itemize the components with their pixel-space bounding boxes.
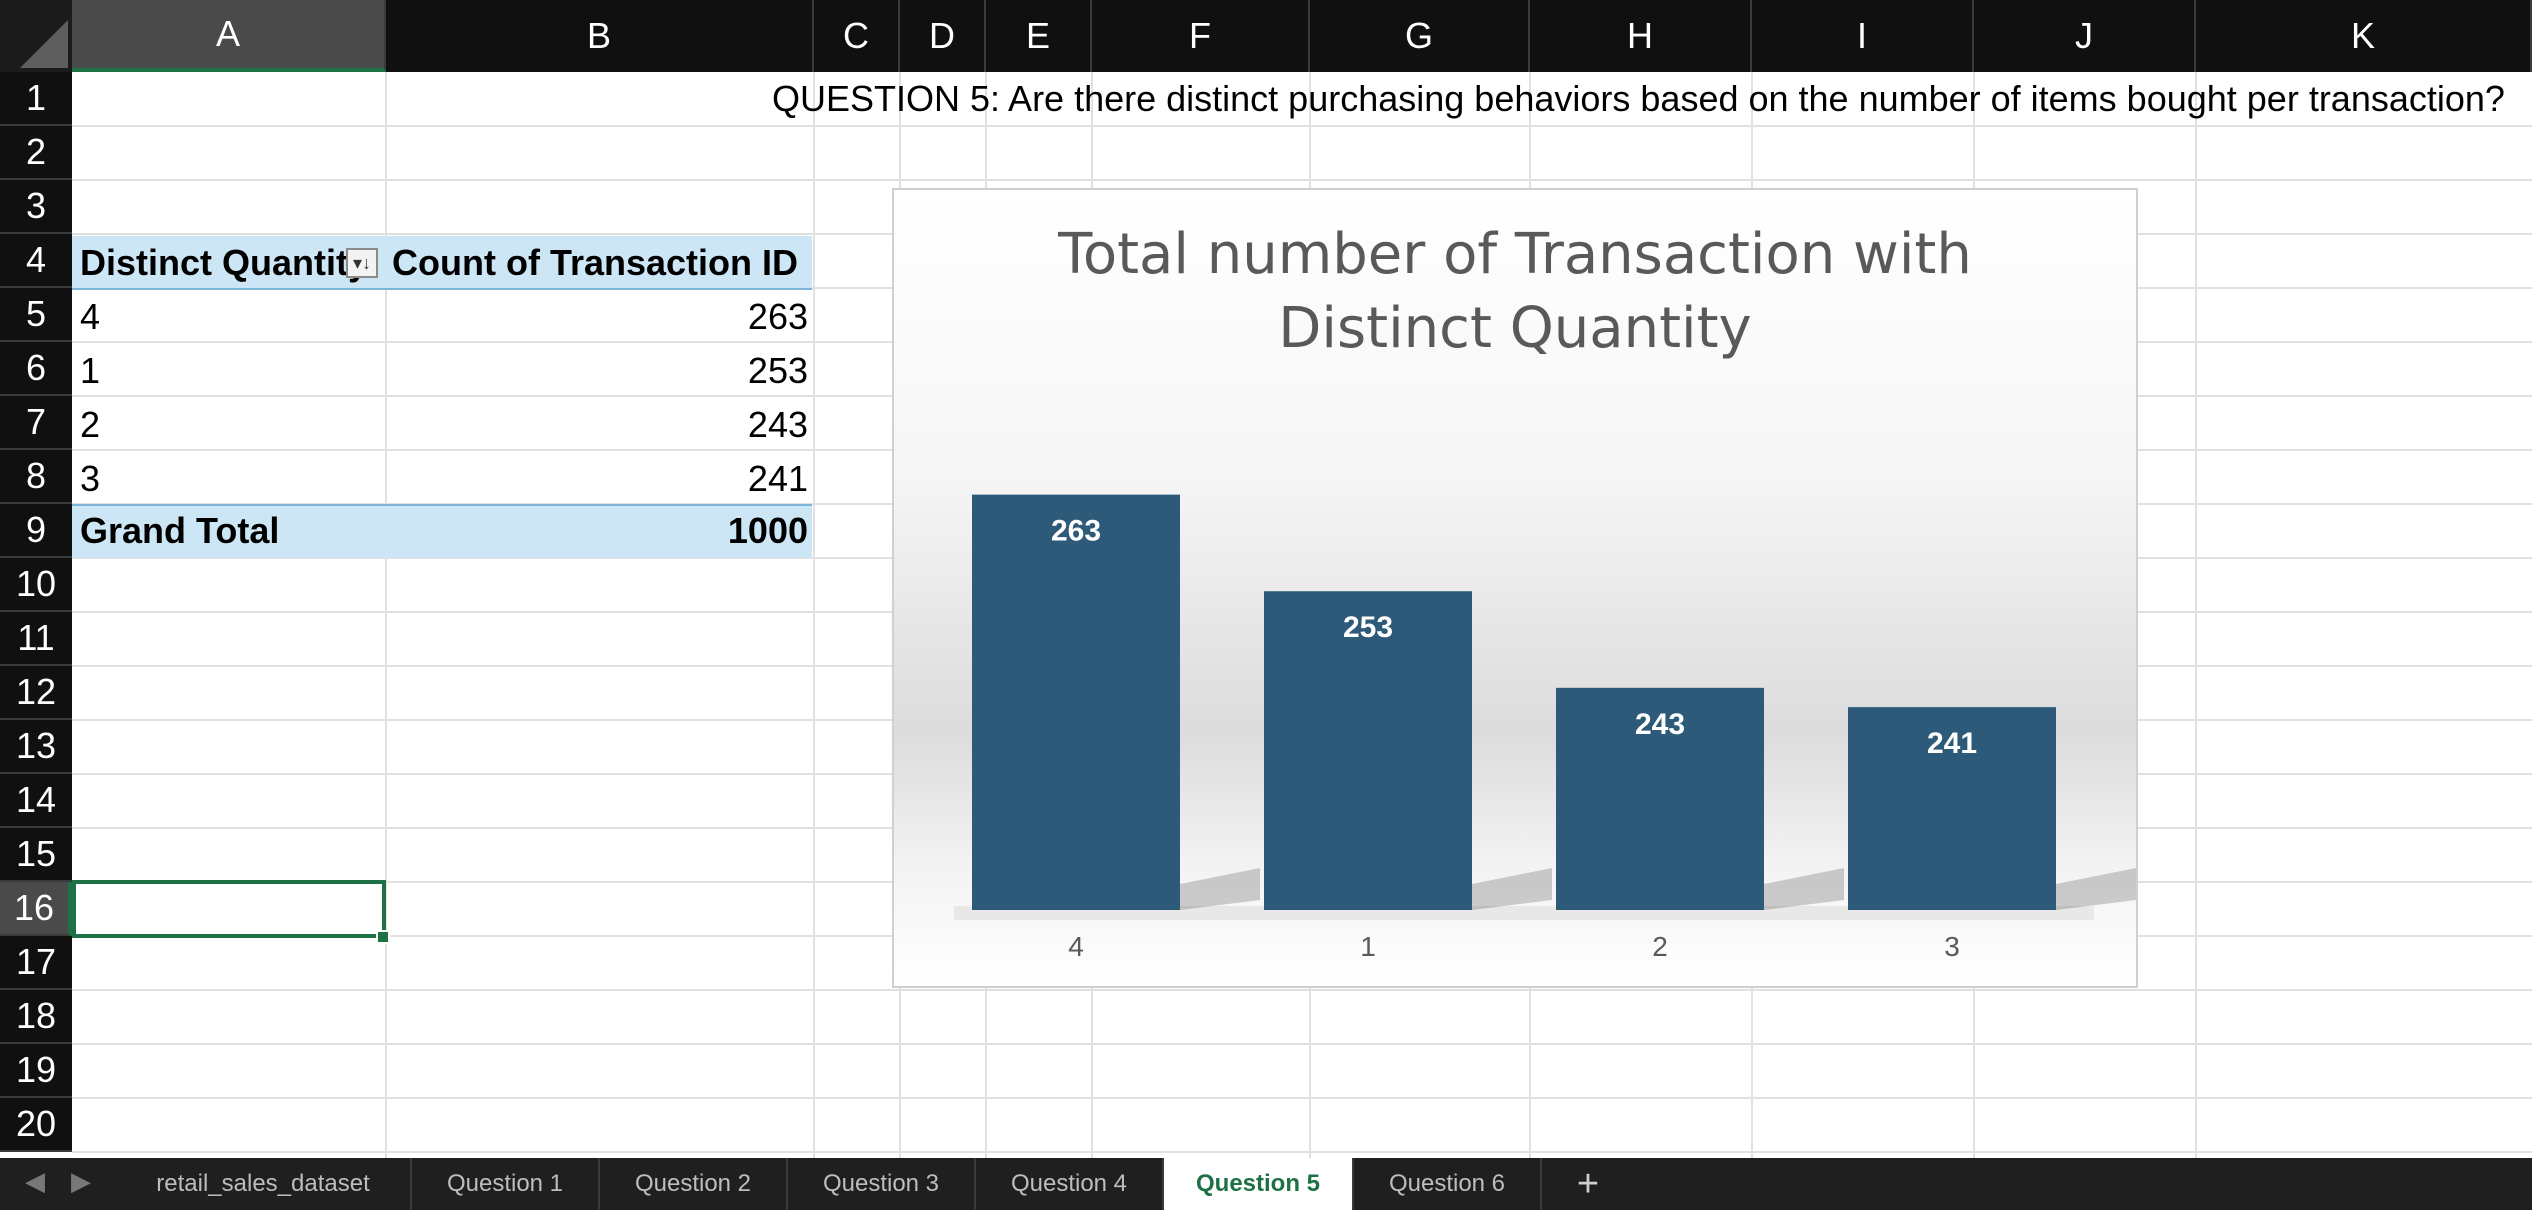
pivot-row-value[interactable]: 263: [747, 296, 808, 337]
row-header-14[interactable]: 14: [0, 774, 72, 828]
column-header-h[interactable]: H: [1530, 0, 1752, 72]
grid-hline: [72, 989, 2532, 991]
scroll-tabs-left-icon[interactable]: ◀: [25, 1166, 45, 1196]
chart-data-label-3[interactable]: 241: [1927, 727, 1977, 760]
pivot-row-value[interactable]: 253: [747, 350, 808, 391]
grid-vline: [2195, 72, 2197, 1158]
row-header-16[interactable]: 16: [0, 882, 72, 936]
sheet-tab-question-3[interactable]: Question 3: [788, 1158, 976, 1210]
column-header-i[interactable]: I: [1752, 0, 1974, 72]
add-sheet-button[interactable]: +: [1576, 1162, 1600, 1205]
pivot-header-distinct-quantity[interactable]: Distinct Quantity: [80, 242, 369, 283]
fill-handle[interactable]: [376, 930, 390, 944]
row-header-7[interactable]: 7: [0, 396, 72, 450]
row-header-18[interactable]: 18: [0, 990, 72, 1044]
scroll-tabs-right-icon[interactable]: ▶: [71, 1166, 91, 1196]
chart-x-tick-2: 2: [1652, 931, 1668, 962]
question-title[interactable]: QUESTION 5: Are there distinct purchasin…: [772, 78, 2505, 119]
chart-x-tick-4: 4: [1068, 931, 1084, 962]
row-header-11[interactable]: 11: [0, 612, 72, 666]
bar-shadow: [1472, 868, 1552, 910]
row-header-4[interactable]: 4: [0, 234, 72, 288]
sheet-tab-question-5[interactable]: Question 5: [1164, 1158, 1354, 1210]
sheet-tab-question-6[interactable]: Question 6: [1354, 1158, 1542, 1210]
pivot-row-key[interactable]: 4: [80, 296, 101, 337]
grid-hline: [72, 1043, 2532, 1045]
row-header-5[interactable]: 5: [0, 288, 72, 342]
chart-bar-4[interactable]: [972, 494, 1180, 910]
row-header-13[interactable]: 13: [0, 720, 72, 774]
row-header-1[interactable]: 1: [0, 72, 72, 126]
sheet-tab-question-4[interactable]: Question 4: [976, 1158, 1164, 1210]
column-header-c[interactable]: C: [814, 0, 900, 72]
select-all-triangle-icon: [20, 20, 68, 68]
pivot-header-underline: [72, 288, 812, 290]
pivot-row-key[interactable]: 1: [80, 350, 101, 391]
row-header-10[interactable]: 10: [0, 558, 72, 612]
sort-descending-filter-icon: ▾↓: [352, 252, 372, 273]
chart-data-label-1[interactable]: 253: [1343, 611, 1393, 644]
column-header-g[interactable]: G: [1310, 0, 1530, 72]
pivot-grand-total-value[interactable]: 1000: [727, 510, 808, 551]
sheet-tab-question-1[interactable]: Question 1: [412, 1158, 600, 1210]
column-header-k[interactable]: K: [2196, 0, 2532, 72]
pivot-header-band: [72, 236, 812, 290]
column-header-a[interactable]: A: [72, 0, 386, 72]
grid-vline: [385, 72, 387, 1158]
column-header-d[interactable]: D: [900, 0, 986, 72]
chart-floor: [954, 906, 2094, 920]
pivot-row-key[interactable]: 2: [80, 404, 101, 445]
row-header-19[interactable]: 19: [0, 1044, 72, 1098]
row-header-3[interactable]: 3: [0, 180, 72, 234]
sheet-tab-question-2[interactable]: Question 2: [600, 1158, 788, 1210]
column-header-f[interactable]: F: [1092, 0, 1310, 72]
row-header-15[interactable]: 15: [0, 828, 72, 882]
column-header-b[interactable]: B: [386, 0, 814, 72]
chart-x-tick-3: 3: [1944, 931, 1960, 962]
pivot-row-value[interactable]: 241: [747, 458, 808, 499]
pivot-total-topline: [72, 504, 812, 506]
chart-x-tick-1: 1: [1360, 931, 1376, 962]
column-header-e[interactable]: E: [986, 0, 1092, 72]
active-cell-a16[interactable]: [72, 880, 386, 938]
bar-shadow: [2056, 868, 2136, 910]
row-header-6[interactable]: 6: [0, 342, 72, 396]
sheet-tab-bar: ◀ ▶ retail_sales_dataset Question 1 Questi…: [0, 1158, 2532, 1210]
chart-bar-3[interactable]: [1848, 707, 2056, 910]
chart-data-label-4[interactable]: 263: [1051, 515, 1101, 548]
grid-hline: [72, 1151, 2532, 1153]
pivot-row-key[interactable]: 3: [80, 458, 101, 499]
pivot-filter-button[interactable]: ▾↓: [346, 248, 378, 278]
select-all-corner[interactable]: [0, 0, 72, 72]
column-header-j[interactable]: J: [1974, 0, 2196, 72]
sheet-tab-retail-sales-dataset[interactable]: retail_sales_dataset: [116, 1158, 412, 1210]
row-header-20[interactable]: 20: [0, 1098, 72, 1152]
bar-shadow: [1764, 868, 1844, 910]
grid-vline: [813, 72, 815, 1158]
chart-title-line1: Total number of Transaction with: [1058, 222, 1972, 287]
pivot-row-value[interactable]: 243: [747, 404, 808, 445]
pivot-header-count-transaction-id[interactable]: Count of Transaction ID: [392, 242, 799, 283]
row-header-2[interactable]: 2: [0, 126, 72, 180]
bar-chart[interactable]: Total number of Transaction with Distinc…: [892, 188, 2138, 988]
chart-bar-2[interactable]: [1556, 687, 1764, 910]
row-header-9[interactable]: 9: [0, 504, 72, 558]
row-header-8[interactable]: 8: [0, 450, 72, 504]
pivot-total-band: [72, 504, 812, 558]
chart-title-line2: Distinct Quantity: [1278, 296, 1752, 361]
grid-hline: [72, 1097, 2532, 1099]
row-header-12[interactable]: 12: [0, 666, 72, 720]
grid-hline: [72, 125, 2532, 127]
chart-title[interactable]: Total number of Transaction with Distinc…: [894, 218, 2136, 366]
row-header-17[interactable]: 17: [0, 936, 72, 990]
chart-plot-svg: 263 4 253 1 243 2 241 3: [954, 494, 2136, 962]
pivot-grand-total-label[interactable]: Grand Total: [80, 510, 280, 551]
chart-data-label-2[interactable]: 243: [1635, 708, 1685, 741]
chart-bar-1[interactable]: [1264, 591, 1472, 910]
grid-hline: [72, 179, 2532, 181]
bar-shadow: [1180, 868, 1260, 910]
